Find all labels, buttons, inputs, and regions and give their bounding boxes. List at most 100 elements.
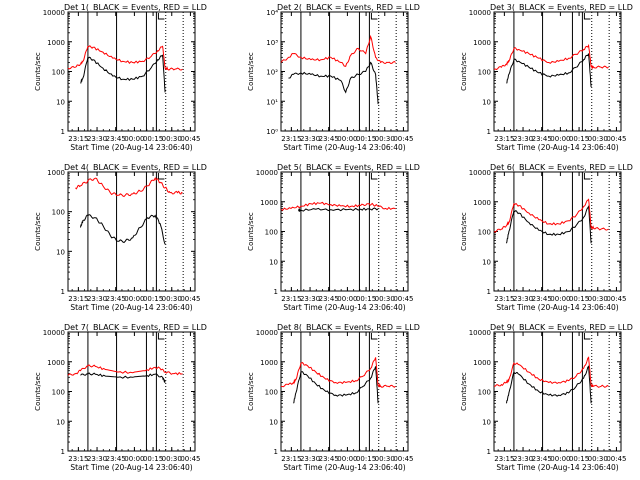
y-axis-label: Counts/sec	[34, 212, 42, 251]
x-tick-label: 00:45	[606, 455, 626, 463]
y-axis-label: Counts/sec	[247, 212, 255, 251]
x-tick-label: 00:30	[162, 455, 182, 463]
y-tick-label: 1000	[473, 359, 491, 367]
x-tick-label: 23:30	[513, 455, 533, 463]
series-line-lld	[280, 201, 396, 211]
x-tick-label: 00:00	[337, 455, 357, 463]
series-line-lld	[67, 364, 183, 376]
y-tick-label: 10	[482, 418, 491, 426]
corner-bracket-icon	[370, 13, 378, 20]
y-tick-label: 1000	[473, 199, 491, 207]
x-tick-label: 00:00	[550, 455, 570, 463]
y-tick-label: 1	[487, 448, 491, 456]
x-tick-label: 00:00	[124, 135, 144, 143]
y-tick-label: 10⁰	[266, 128, 278, 136]
y-tick-label: 100	[265, 389, 278, 397]
series-line-events	[293, 366, 379, 404]
corner-bracket-icon	[583, 173, 591, 180]
x-tick-label: 00:00	[124, 295, 144, 303]
corner-bracket-icon	[370, 333, 378, 340]
x-tick-label: 23:15	[494, 455, 514, 463]
plot-frame	[280, 11, 409, 132]
x-tick-label: 00:30	[375, 295, 395, 303]
y-tick-label: 100	[478, 229, 491, 237]
series-line-events	[506, 53, 592, 88]
x-tick-label: 23:30	[87, 455, 107, 463]
plot-frame	[67, 331, 196, 452]
y-tick-label: 10	[269, 258, 278, 266]
x-tick-label: 23:15	[494, 295, 514, 303]
x-tick-label: 00:15	[143, 295, 163, 303]
y-axis-label: Counts/sec	[247, 372, 255, 411]
y-tick-label: 100	[478, 389, 491, 397]
corner-bracket-icon	[157, 173, 165, 180]
panel-title: Det 1(_BLACK = Events, RED = LLD	[64, 3, 207, 12]
y-tick-label: 10	[56, 418, 65, 426]
x-tick-label: 00:45	[606, 135, 626, 143]
x-tick-label: 00:00	[337, 135, 357, 143]
x-tick-label: 00:15	[356, 295, 376, 303]
detector-panel-9: Det 9(_BLACK = Events, RED = LLD 1 10 100 10…	[460, 323, 633, 472]
x-tick-label: 23:45	[106, 295, 126, 303]
series-line-lld	[280, 357, 396, 388]
series-line-lld	[280, 34, 396, 67]
corner-bracket-icon	[370, 173, 378, 180]
x-tick-label: 00:15	[356, 135, 376, 143]
detector-panel-5: Det 5(_BLACK = Events, RED = LLD 1 10 100 10…	[247, 163, 420, 312]
series-line-events	[80, 372, 166, 383]
x-tick-label: 00:45	[393, 295, 413, 303]
x-tick-label: 23:45	[319, 135, 339, 143]
x-tick-label: 00:45	[393, 455, 413, 463]
y-tick-label: 1	[487, 288, 491, 296]
x-axis-label: Start Time (20-Aug-14 23:06:40)	[70, 143, 192, 152]
y-tick-label: 10²	[266, 69, 278, 77]
x-tick-label: 00:30	[162, 135, 182, 143]
y-tick-label: 10000	[256, 329, 278, 337]
series-line-events	[80, 54, 166, 93]
x-tick-label: 00:15	[143, 135, 163, 143]
y-tick-label: 10000	[469, 9, 491, 17]
y-tick-label: 1	[61, 288, 65, 296]
plot-frame	[67, 11, 196, 132]
y-tick-label: 10	[56, 248, 65, 256]
y-tick-label: 10000	[469, 169, 491, 177]
x-tick-label: 00:15	[143, 455, 163, 463]
series-line-events	[80, 214, 166, 245]
y-tick-label: 1	[274, 448, 278, 456]
y-tick-label: 10000	[43, 9, 65, 17]
x-tick-label: 00:00	[550, 295, 570, 303]
x-tick-label: 00:45	[606, 295, 626, 303]
series-line-lld	[493, 43, 609, 71]
y-tick-label: 10000	[43, 329, 65, 337]
x-tick-label: 23:45	[106, 455, 126, 463]
corner-bracket-icon	[583, 13, 591, 20]
y-axis-label: Counts/sec	[34, 372, 42, 411]
y-tick-label: 1000	[47, 359, 65, 367]
panel-title: Det 5(_BLACK = Events, RED = LLD	[277, 163, 420, 172]
y-tick-label: 1	[61, 128, 65, 136]
y-tick-label: 10000	[469, 329, 491, 337]
panel-title: Det 3(_BLACK = Events, RED = LLD	[490, 3, 633, 12]
y-tick-label: 10000	[256, 169, 278, 177]
plot-frame	[280, 331, 409, 452]
plot-frame	[493, 171, 622, 292]
x-tick-label: 23:15	[68, 295, 88, 303]
series-line-events	[288, 61, 379, 105]
y-tick-label: 100	[52, 209, 65, 217]
x-tick-label: 23:45	[106, 135, 126, 143]
x-tick-label: 00:00	[124, 455, 144, 463]
y-axis-label: Counts/sec	[460, 212, 468, 251]
y-tick-label: 10	[482, 258, 491, 266]
x-axis-label: Start Time (20-Aug-14 23:06:40)	[70, 303, 192, 312]
detector-panel-6: Det 6(_BLACK = Events, RED = LLD 1 10 100 10…	[460, 163, 633, 312]
y-tick-label: 100	[52, 69, 65, 77]
x-tick-label: 23:30	[87, 295, 107, 303]
y-axis-label: Counts/sec	[460, 372, 468, 411]
detector-panel-2: Det 2(_BLACK = Events, RED = LLD 10⁰ 10¹ 10…	[247, 3, 420, 152]
y-tick-label: 1000	[47, 169, 65, 177]
x-axis-label: Start Time (20-Aug-14 23:06:40)	[283, 143, 405, 152]
x-tick-label: 23:30	[513, 295, 533, 303]
y-tick-label: 10¹	[266, 98, 278, 106]
y-tick-label: 10	[482, 98, 491, 106]
